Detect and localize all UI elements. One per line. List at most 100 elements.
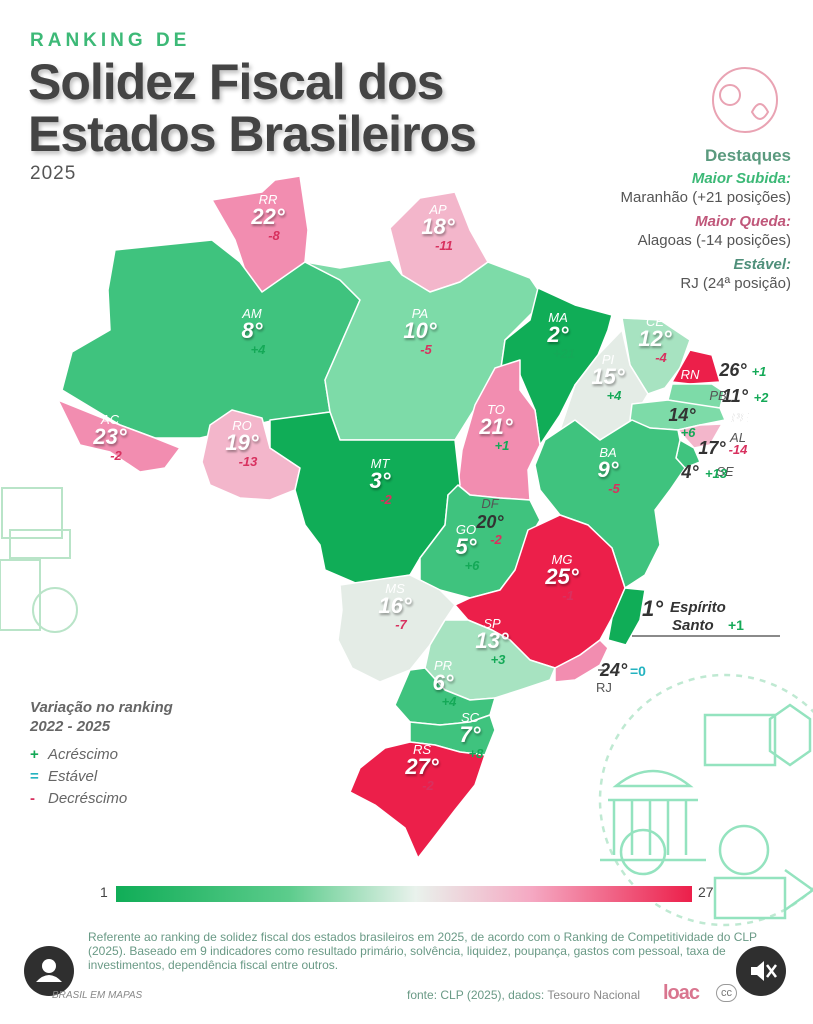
state-abbr: PR — [434, 658, 452, 673]
state-rank: 9° — [597, 457, 618, 482]
state-change: -2 — [490, 532, 502, 547]
state-am — [61, 239, 361, 439]
state-name: Santo — [672, 617, 714, 634]
state-label-se: SE 4° +13 — [680, 462, 734, 482]
loac-logo: loac — [663, 982, 700, 1004]
state-rank: 3° — [369, 468, 390, 493]
state-rank: 18° — [421, 214, 454, 239]
state-abbr: SC — [461, 710, 480, 725]
state-rank: 17° — [698, 438, 726, 458]
state-abbr: SP — [483, 616, 501, 631]
state-change: +4 — [442, 694, 458, 709]
state-change: -7 — [395, 617, 407, 632]
brand: BRASIL EM MAPAS — [52, 990, 143, 1001]
state-change: -14 — [729, 442, 749, 457]
state-rs — [349, 741, 486, 859]
kicker: RANKING DE — [30, 30, 191, 51]
state-change: +4 — [607, 388, 623, 403]
state-rank: 14° — [668, 405, 696, 425]
state-rj — [554, 639, 609, 683]
state-abbr: PI — [602, 352, 615, 367]
state-change: +1 — [752, 364, 767, 379]
state-abbr: MA — [548, 310, 568, 325]
state-abbr: RO — [232, 418, 252, 433]
avatar[interactable] — [24, 946, 74, 996]
mute-button[interactable] — [736, 946, 786, 996]
state-rank: 26° — [718, 360, 747, 380]
state-change: +1 — [495, 438, 510, 453]
highlights-title: Destaques — [705, 146, 791, 165]
state-rn — [671, 349, 721, 385]
state-ac — [57, 399, 181, 473]
legend-decrease-label: Decréscimo — [48, 790, 128, 807]
state-abbr: AC — [100, 412, 120, 427]
state-abbr: TO — [487, 402, 505, 417]
state-label-ba: BA9°-5 — [597, 445, 620, 496]
scale-min: 1 — [100, 884, 108, 900]
state-abbr: BA — [599, 445, 616, 460]
state-label-go: GO5°+6 — [455, 522, 480, 573]
state-rank: 5° — [455, 534, 476, 559]
legend-stable: = Estável — [30, 766, 173, 788]
state-change: -5 — [420, 342, 432, 357]
legend-title-line-1: Variação no ranking — [30, 699, 173, 716]
highlights-panel: Destaques Maior Subida: Maranhão (+21 po… — [620, 146, 791, 298]
state-change: -8 — [268, 228, 280, 243]
state-abbr: DF — [481, 496, 499, 511]
stable-label: Estável: — [733, 256, 791, 273]
state-rank: 21° — [478, 414, 512, 439]
state-label-rj: 24° =0 RJ — [596, 660, 646, 695]
state-rank: 22° — [250, 204, 284, 229]
state-shapes — [57, 175, 726, 859]
legend-stable-label: Estável — [48, 768, 98, 785]
state-abbr: PB — [709, 388, 727, 403]
state-es — [607, 587, 646, 646]
state-abbr: MT — [371, 456, 391, 471]
muted-speaker-icon — [751, 961, 777, 981]
state-change: +3 — [491, 652, 507, 667]
state-abbr: CE — [646, 314, 664, 329]
state-change: +21 — [553, 346, 575, 361]
state-rank: 20° — [475, 512, 504, 532]
state-rank: 10° — [403, 318, 436, 343]
state-abbr: AP — [428, 202, 447, 217]
state-abbr: RJ — [596, 680, 612, 695]
state-change: -2 — [422, 778, 434, 793]
state-abbr: MS — [385, 581, 405, 596]
equals-icon: = — [30, 768, 39, 785]
cc-license-icon: cc — [716, 984, 737, 1002]
state-label-pr: PR6°+4 — [432, 658, 457, 709]
state-change: =0 — [630, 663, 646, 679]
state-name: Espírito — [670, 599, 726, 616]
state-rank: 24° — [599, 660, 628, 680]
state-label-sc: SC7°+8 — [459, 710, 484, 761]
state-change: +6 — [465, 558, 481, 573]
state-labels: RR22°-8AP18°-11AM8°+4PA10°-5MA2°+21CE12°… — [92, 192, 769, 793]
state-abbr: AL — [729, 430, 746, 445]
source-data: Tesouro Nacional — [547, 988, 641, 1002]
state-change: -5 — [608, 481, 620, 496]
state-rank: 13° — [475, 628, 508, 653]
rise-label: Maior Subida: — [691, 170, 791, 187]
state-rank: 23° — [92, 424, 126, 449]
state-change: +13 — [705, 466, 728, 481]
plus-icon: + — [30, 746, 39, 763]
state-rank: 11° — [722, 386, 749, 406]
source: fonte: CLP (2025), dados: Tesouro Nacion… — [407, 988, 640, 1002]
state-change: +2 — [754, 390, 770, 405]
state-abbr: MG — [552, 552, 573, 567]
state-change: +1 — [728, 617, 744, 633]
state-rank: 27° — [404, 754, 438, 779]
state-rank: 15° — [591, 364, 624, 389]
footnote: Referente ao ranking de solidez fiscal d… — [88, 930, 757, 972]
